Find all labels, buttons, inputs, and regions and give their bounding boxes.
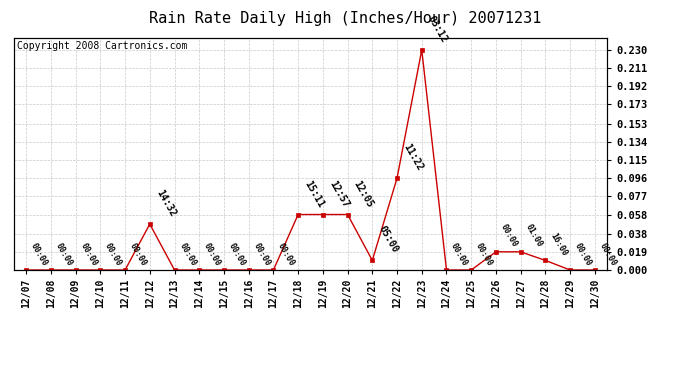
Text: 16:00: 16:00 [548,231,569,258]
Text: 00:00: 00:00 [474,241,494,267]
Text: 11:22: 11:22 [401,142,424,172]
Text: 00:00: 00:00 [499,223,519,249]
Text: 00:00: 00:00 [449,241,470,267]
Text: 00:00: 00:00 [251,241,272,267]
Text: 14:32: 14:32 [154,188,177,219]
Text: 12:57: 12:57 [327,178,351,209]
Text: 00:00: 00:00 [29,241,49,267]
Text: 00:00: 00:00 [598,241,618,267]
Text: 00:00: 00:00 [103,241,124,267]
Text: 15:11: 15:11 [302,178,326,209]
Text: 00:00: 00:00 [54,241,74,267]
Text: 00:00: 00:00 [573,241,593,267]
Text: 03:12: 03:12 [426,14,449,44]
Text: 00:00: 00:00 [202,241,222,267]
Text: 01:00: 01:00 [524,223,544,249]
Text: 12:05: 12:05 [352,178,375,209]
Text: 00:00: 00:00 [128,241,148,267]
Text: 05:00: 05:00 [377,224,400,255]
Text: 00:00: 00:00 [177,241,197,267]
Text: Rain Rate Daily High (Inches/Hour) 20071231: Rain Rate Daily High (Inches/Hour) 20071… [149,11,541,26]
Text: 00:00: 00:00 [79,241,99,267]
Text: 00:00: 00:00 [276,241,297,267]
Text: Copyright 2008 Cartronics.com: Copyright 2008 Cartronics.com [17,41,187,51]
Text: 00:00: 00:00 [227,241,247,267]
